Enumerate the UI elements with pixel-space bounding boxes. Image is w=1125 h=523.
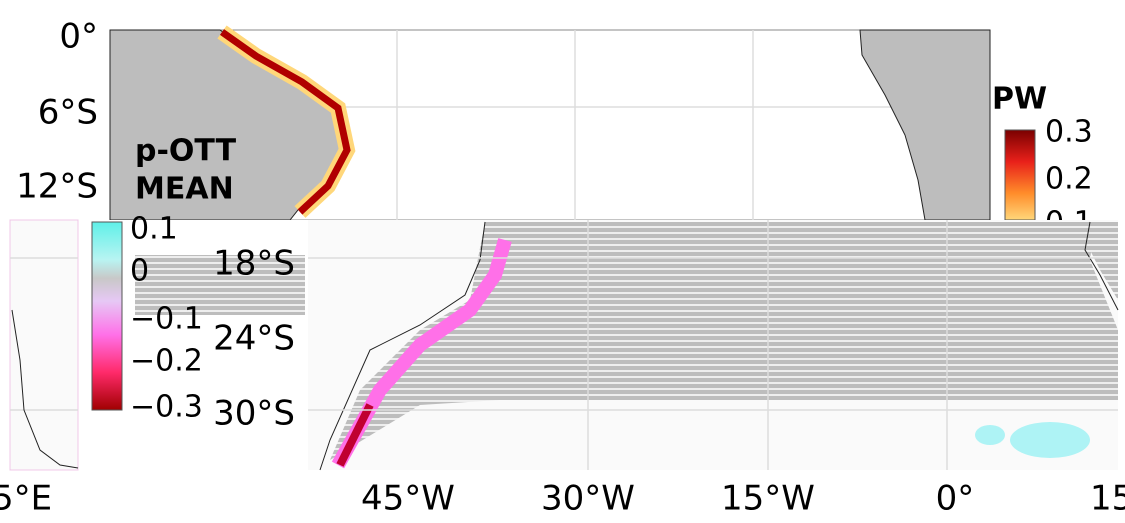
lat-label: 6°S [38,93,98,133]
lat-label: 30°S [213,394,295,434]
lat-label: 18°S [213,244,295,284]
left-fragment [9,219,79,471]
top-map: p-OTT MEAN [109,25,991,221]
colorbar-label: 0.1 [130,212,178,247]
colorbar-label: 0 [130,254,149,289]
lon-label: 30°W [541,479,635,519]
colorbar-label: 0.3 [1045,115,1093,150]
panel-title: p-OTT [135,134,237,169]
transport-band [219,29,351,215]
transport-band [336,403,374,467]
colorbar-title: PW [992,82,1047,117]
transport-band [331,238,512,469]
anomaly-patch [975,425,1005,445]
bottom-map [308,220,1119,471]
coastline [319,221,486,471]
coastline [11,309,79,469]
colorbar-label: 0.2 [1045,162,1093,197]
colorbar [91,221,123,411]
colorbar-label: −0.1 [130,302,203,337]
lon-label: 15 [1090,479,1125,519]
colorbar-label: −0.3 [130,390,203,425]
panel-title: MEAN [135,172,234,207]
lon-label: 0° [936,479,975,519]
lon-label: 45°W [361,479,455,519]
lon-label: 15°W [721,479,815,519]
lat-label: 24°S [213,319,295,359]
lat-label: 12°S [16,167,98,207]
lat-label: 0° [59,17,98,57]
anomaly-patch [1010,422,1090,458]
map-frame [9,219,79,471]
glitch-stripes [330,222,1118,460]
africa [859,29,991,221]
colorbar-label: −0.2 [130,344,203,379]
coastline [1084,221,1119,311]
colorbar [1004,129,1036,221]
glitch-stripes [135,255,305,315]
lon-label: 5°E [0,479,52,519]
